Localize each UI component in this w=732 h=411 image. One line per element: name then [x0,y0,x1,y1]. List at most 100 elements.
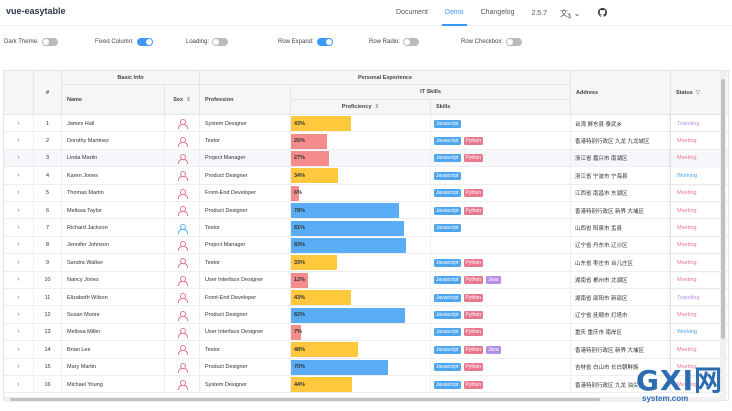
table-row[interactable]: › 3 Linda Martin Project Manager 27% Javascri… [4,149,728,168]
row-address: 香港特别行政区 新界 大埔区 [571,341,671,359]
table-row[interactable]: › 16 Michael Young System Designer 44% Javasc… [4,376,728,394]
expand-icon[interactable]: › [4,236,34,255]
table-row[interactable]: › 10 Nancy Jones User Interface Designer 12%… [4,271,728,289]
toggle-row-expand[interactable]: Row Expand: [278,38,333,46]
sort-icon[interactable]: ⇕ [186,96,191,103]
table-row[interactable]: › 4 Karen Jones Product Designer 34% Javascri… [4,167,728,185]
github-icon[interactable] [598,8,607,19]
row-profession: System Designer [200,115,291,133]
table-row[interactable]: › 1 James Hall System Designer 43% Javascript… [4,115,728,133]
nav-link-changelog[interactable]: Changelog [480,9,515,16]
toggle-label: Fixed Column: [95,39,134,45]
table-row[interactable]: › 14 Brian Lee Testor 48% Javascript Python Jav… [4,341,728,359]
toggle-loading[interactable]: Loading: [186,38,229,46]
status-cell: Traveling [671,289,728,306]
table-row[interactable]: › 11 Elizabeth Wilson Front-End Developer 43… [4,289,728,307]
row-number: 5 [34,184,62,202]
skills-cell: Javascript Python [431,184,571,202]
status-cell: Meeting [671,185,728,202]
skill-tag: Python [463,363,484,372]
translate-icon[interactable]: 文A ⌄ [560,9,581,21]
expand-icon[interactable]: › [4,271,34,289]
table-row[interactable]: › 9 Sandra Walker Testor 33% Javascript Python… [4,254,728,272]
row-number: 11 [34,289,62,307]
table-row[interactable]: › 7 Richard Jackson Testor 81% Javascript 山西省 … [4,219,728,237]
scrollbar-thumb[interactable] [721,79,725,339]
sort-icon[interactable]: ⇕ [374,104,380,110]
expand-icon[interactable]: › [4,376,34,394]
switch[interactable] [41,38,58,46]
table-row[interactable]: › 8 Jennifer Johnson Project Manager 83% 辽宁省 … [4,236,728,255]
vertical-scrollbar[interactable] [720,71,726,400]
proficiency-bar: 78% [291,203,400,219]
toggle-row-radio[interactable]: Row Radio: [369,38,420,46]
switch[interactable] [212,38,229,46]
nav-link-document[interactable]: Document [396,9,428,16]
nav-version-select[interactable]: 2.5.7 ⌄ [531,9,588,17]
status-badge: Traveling [677,294,700,301]
expand-icon[interactable]: › [4,358,34,376]
header-address: Address [571,71,671,115]
chevron-down-icon: ⌄ [566,10,572,17]
toggle-row-checkbox[interactable]: Row Checkbox: [461,38,523,46]
skills-cell: Javascript Python [431,254,571,272]
expand-icon[interactable]: › [4,115,34,133]
status-cell: Meeting [671,149,728,168]
skill-tag: Python [463,293,484,302]
proficiency-cell: 33% [291,254,431,272]
horizontal-scrollbar[interactable] [4,397,720,402]
expand-icon[interactable]: › [4,202,34,220]
toggle-fixed-column[interactable]: Fixed Column: [95,38,153,46]
row-profession: Product Designer [200,358,291,376]
skill-tag: Javascript [434,293,461,302]
toggle-dark-theme[interactable]: Dark Theme: [4,38,58,46]
demo-options: Dark Theme: Fixed Column: Loading: Row E… [0,38,732,50]
skill-tag: Python [463,276,484,285]
switch[interactable] [506,38,523,46]
skill-tag: Javascript [434,328,461,337]
status-cell: Meeting [671,219,728,236]
expand-icon[interactable]: › [4,219,34,237]
expand-icon[interactable]: › [4,323,34,342]
expand-icon[interactable]: › [4,289,34,307]
brand-logo[interactable]: vue-easytable [6,6,66,16]
skills-cell: Javascript [431,115,571,133]
filter-icon[interactable]: ▽ [695,89,701,96]
expand-icon[interactable]: › [4,167,34,185]
table-row[interactable]: › 15 Mary Martin Product Designer 70% Javascr… [4,358,728,376]
version-label: 2.5.7 [531,10,548,17]
expand-icon[interactable]: › [4,149,34,168]
sex-cell [165,254,200,272]
scrollbar-thumb[interactable] [10,398,600,401]
row-name: James Hall [62,115,165,133]
expand-icon[interactable]: › [4,254,34,272]
nav-link-demo[interactable]: Demo [441,9,467,26]
skill-tag: Javascript [434,119,461,128]
switch[interactable] [316,38,333,46]
table-row[interactable]: › 2 Dorothy Martinez Testor 26% Javascript Pyt… [4,132,728,150]
table-row[interactable]: › 13 Melissa Miller User Interface Designer… [4,323,728,342]
expand-icon[interactable]: › [4,184,34,202]
sex-cell [165,167,200,185]
expand-icon[interactable]: › [4,341,34,359]
skill-tag: Python [463,137,484,146]
row-profession: Front-End Developer [200,184,291,202]
skill-tag: Python [463,154,484,163]
expand-icon[interactable]: › [4,306,34,324]
switch[interactable] [403,38,420,46]
row-profession: Product Designer [200,167,291,185]
switch[interactable] [136,38,153,46]
header-sex[interactable]: Sex ⇕ [165,85,200,115]
status-cell: Meeting [671,254,728,271]
row-number: 13 [34,323,62,342]
sex-cell [165,289,200,307]
header-proficiency[interactable]: Proficiency ⇕ [291,100,431,115]
row-number: 7 [34,219,62,237]
proficiency-cell: 27% [291,149,431,168]
table-row[interactable]: › 12 Susan Moore Product Designer 82% Javascr… [4,306,728,324]
status-badge: Working [677,329,698,336]
table-row[interactable]: › 5 Thomas Martin Front-End Developer 6% Java… [4,184,728,202]
table-row[interactable]: › 6 Melissa Taylor Product Designer 78% Javas… [4,202,728,220]
status-cell: Meeting [671,272,728,289]
expand-icon[interactable]: › [4,132,34,150]
